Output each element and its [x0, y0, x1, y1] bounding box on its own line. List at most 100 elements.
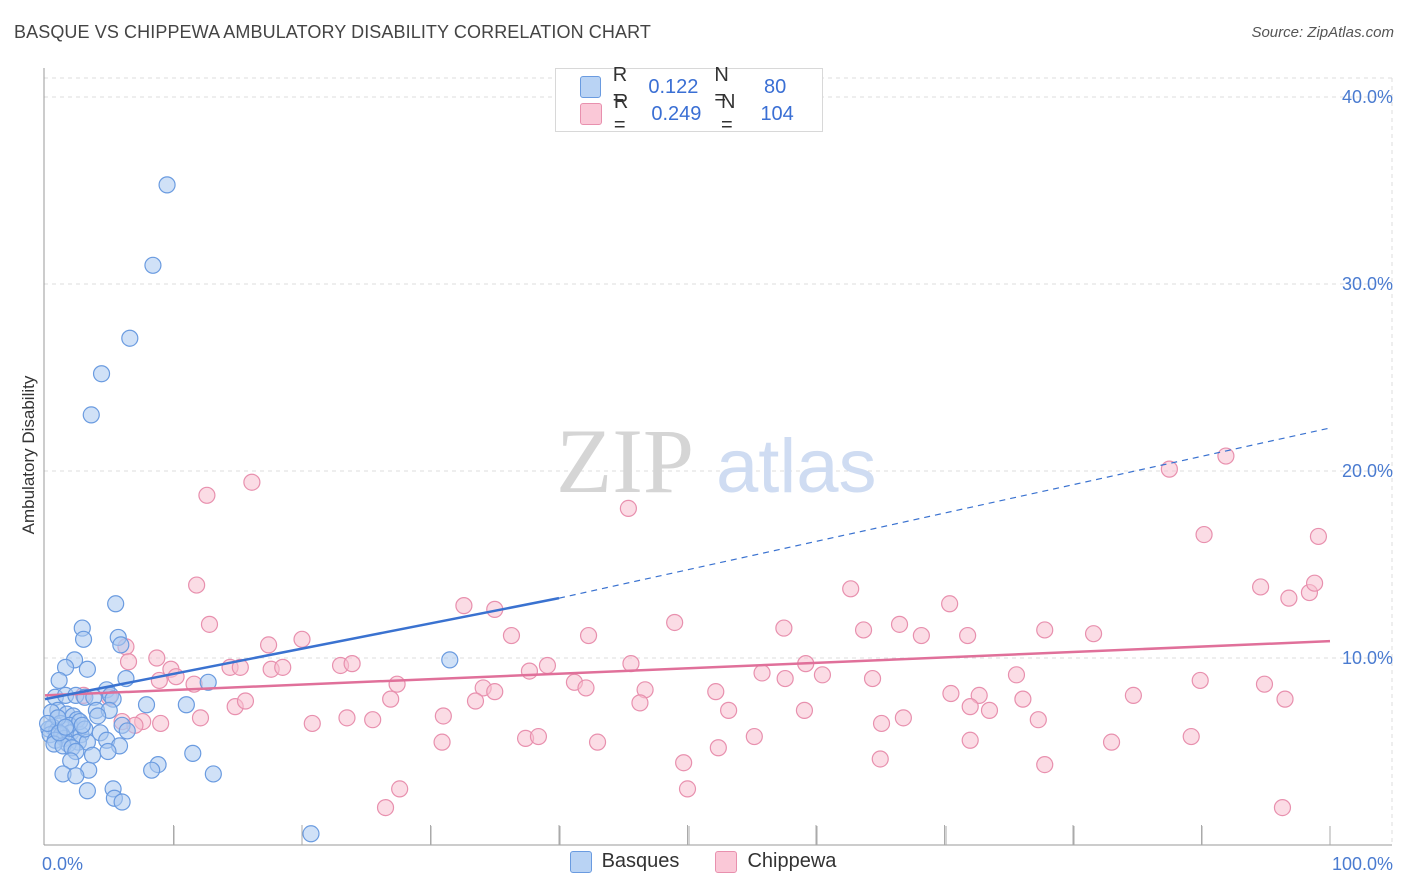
watermark: ZIP atlas — [556, 410, 877, 512]
basque-point — [113, 793, 131, 811]
chippewa-point — [675, 754, 693, 772]
chippewa-point — [1160, 460, 1178, 478]
chippewa-point — [961, 731, 979, 749]
chippewa-point — [148, 649, 166, 667]
chippewa-point — [1252, 578, 1270, 596]
chippewa-point — [243, 473, 261, 491]
basque-point — [184, 744, 202, 762]
chippewa-point — [343, 655, 361, 673]
x-tick-label-max: 100.0% — [1332, 854, 1393, 874]
chippewa-point — [1305, 574, 1324, 592]
chippewa-point — [1036, 755, 1054, 774]
chippewa-point — [231, 658, 249, 676]
basque-point — [78, 782, 97, 800]
chippewa-point — [854, 621, 873, 639]
chippewa-point — [1309, 527, 1328, 546]
chippewa-point — [388, 675, 406, 693]
basque-point — [107, 595, 125, 613]
chippewa-point — [707, 683, 725, 701]
y-axis-label: Ambulatory Disability — [19, 375, 38, 534]
basque-point — [74, 630, 93, 648]
legend-r-value: 0.249 — [651, 102, 702, 125]
chippewa-point — [486, 683, 504, 701]
chippewa-point — [1273, 798, 1292, 817]
basque-point — [199, 673, 217, 691]
legend-label-basques: Basques — [601, 850, 680, 872]
legend-label-chippewa: Chippewa — [747, 850, 837, 872]
chippewa-point — [753, 664, 771, 682]
chippewa-point — [795, 701, 814, 719]
chippewa-point — [959, 626, 977, 645]
basque-point — [78, 660, 97, 678]
basque-point — [441, 651, 459, 669]
legend-item-chippewa: Chippewa — [715, 850, 836, 873]
basque-point — [62, 752, 80, 770]
basque-point — [121, 329, 139, 347]
chippewa-point — [813, 666, 832, 684]
chippewa-point — [338, 709, 356, 727]
basque-point — [204, 765, 222, 783]
basque-point — [82, 406, 100, 424]
source-credit: Source: ZipAtlas.com — [1251, 24, 1394, 41]
chippewa-point — [894, 709, 912, 727]
chippewa-point — [678, 780, 697, 798]
series-legend: Basques Chippewa — [0, 850, 1406, 873]
basque-point — [56, 718, 75, 736]
chippewa-point — [619, 499, 637, 517]
chippewa-point — [364, 711, 382, 729]
basque-point — [302, 825, 320, 843]
chippewa-point — [293, 630, 311, 648]
legend-r-label: R = — [612, 64, 628, 109]
legend-row-chippewa: R = 0.249 N = 104 — [580, 91, 822, 136]
basque-point — [92, 365, 111, 383]
chippewa-point — [455, 597, 473, 615]
basque-points — [38, 176, 459, 843]
y-tick-label: 30.0% — [1342, 274, 1393, 294]
x-tick-label-min: 0.0% — [42, 854, 83, 874]
chippewa-point — [1195, 525, 1213, 544]
chippewa-point — [198, 486, 216, 504]
chippewa-point — [188, 576, 206, 594]
chippewa-points — [74, 447, 1328, 817]
chippewa-point — [961, 698, 979, 716]
chippewa-point — [745, 727, 763, 746]
chippewa-point — [842, 580, 860, 598]
basque-point — [73, 716, 91, 734]
chippewa-point — [434, 707, 452, 725]
chippewa-point — [1280, 589, 1298, 607]
chippewa-trend-line — [44, 639, 1331, 697]
basque-point — [112, 636, 130, 654]
legend-n-value: 80 — [763, 75, 787, 98]
chippewa-point — [631, 694, 649, 712]
basque-point — [89, 707, 107, 725]
watermark-zip: ZIP — [556, 410, 694, 512]
basque-point — [143, 761, 161, 779]
chippewa-point — [1191, 671, 1209, 690]
basque-trend-line — [44, 596, 560, 701]
chippewa-point — [912, 626, 930, 645]
chart-title: BASQUE VS CHIPPEWA AMBULATORY DISABILITY… — [14, 22, 651, 42]
chippewa-swatch — [715, 850, 738, 873]
chippewa-point — [466, 692, 485, 710]
basque-point — [50, 671, 68, 690]
basque-point — [99, 742, 117, 761]
basque-swatch — [580, 76, 601, 98]
y-tick-label: 20.0% — [1342, 461, 1393, 481]
chippewa-point — [433, 733, 451, 751]
chippewa-point — [152, 714, 170, 733]
trend-lines — [44, 427, 1331, 701]
chippewa-point — [941, 595, 959, 613]
basque-point — [83, 746, 102, 764]
legend-n-label: N = — [714, 64, 729, 109]
correlation-legend: R = 0.122 N = 80 R = 0.249 N = 104 — [555, 64, 823, 136]
chippewa-point — [863, 669, 882, 688]
legend-r-label: R = — [613, 91, 629, 136]
y-tick-label: 10.0% — [1342, 648, 1393, 668]
chippewa-point — [1029, 711, 1047, 729]
chippewa-point — [382, 690, 400, 708]
legend-n-value: 104 — [760, 102, 794, 125]
chippewa-point — [376, 798, 395, 817]
chippewa-point — [119, 653, 138, 671]
basque-swatch — [569, 850, 592, 873]
chippewa-point — [890, 615, 909, 633]
